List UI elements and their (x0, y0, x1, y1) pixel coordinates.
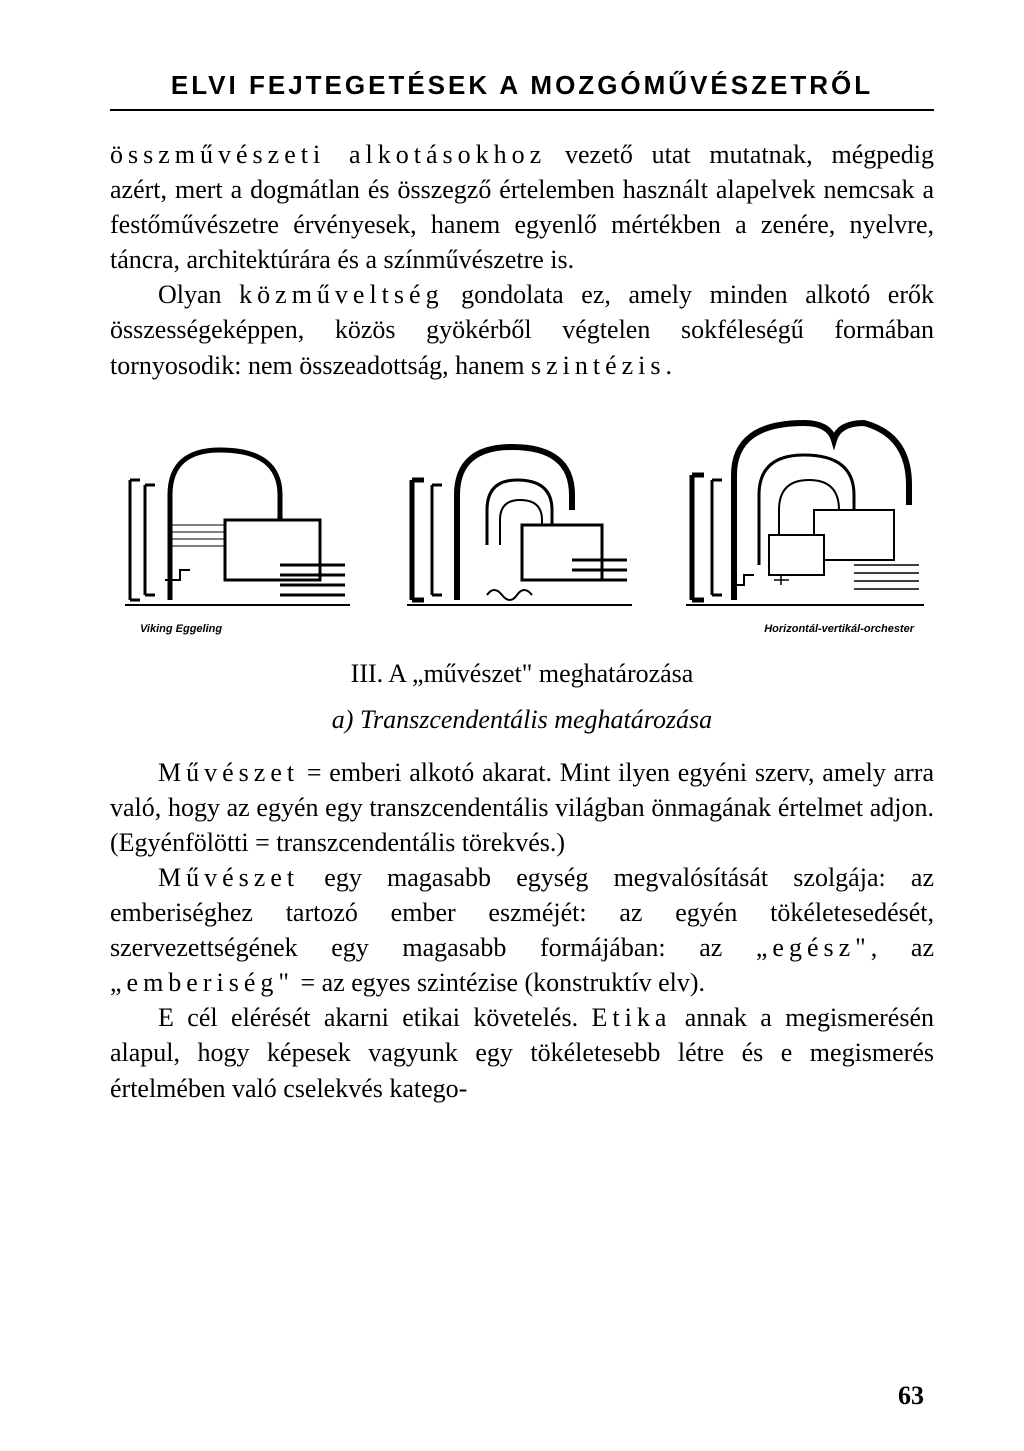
caption-right: Horizontál-vertikál-orchester (764, 623, 914, 635)
caption-left: Viking Eggeling (140, 623, 222, 635)
page: ELVI FEJTEGETÉSEK A MOZGÓMŰVÉSZETRŐL öss… (0, 0, 1024, 1451)
page-number: 63 (898, 1381, 924, 1411)
page-header: ELVI FEJTEGETÉSEK A MOZGÓMŰVÉSZETRŐL (110, 70, 934, 111)
paragraph-5: E cél elérését akarni etikai követelés. … (110, 1000, 934, 1105)
figure-panel-3 (674, 415, 934, 615)
figure-captions: Viking Eggeling Horizontál-vertikál-orch… (140, 623, 914, 635)
para1-emph: összművészeti alkotásokhoz (110, 140, 546, 169)
body-block-2: Művészet = emberi alkotó akarat. Mint il… (110, 755, 934, 1106)
para2-a: Olyan (158, 280, 239, 309)
body-block-1: összművészeti alkotásokhoz vezető utat m… (110, 137, 934, 383)
para2-d: szintézis. (531, 351, 677, 380)
paragraph-4: Művészet egy magasabb egység megvalósítá… (110, 860, 934, 1000)
paragraph-2: Olyan közműveltség gondolata ez, amely m… (110, 277, 934, 382)
paragraph-1: összművészeti alkotásokhoz vezető utat m… (110, 137, 934, 277)
para3-emph: Művészet (158, 758, 299, 787)
figure-panel-2 (392, 425, 642, 615)
para4-emph2: „egész" (756, 933, 871, 962)
para4-emph3: „emberiség" (110, 968, 294, 997)
para4-emph1: Művészet (158, 863, 299, 892)
paragraph-3: Művészet = emberi alkotó akarat. Mint il… (110, 755, 934, 860)
para5-emph: Etika (592, 1003, 672, 1032)
sub-title: a) Transzcendentális meghatározása (110, 705, 934, 735)
section-title: III. A „művészet" meghatározása (110, 659, 934, 689)
para5-a: E cél elérését akarni etikai követelés. (158, 1003, 592, 1032)
figure-panel-1 (110, 425, 360, 615)
para4-d: , az (871, 933, 934, 962)
figure-row (110, 415, 934, 615)
para2-emph: közműveltség (239, 280, 443, 309)
para4-f: = az egyes szintézi­se (konstruktív elv)… (294, 968, 705, 997)
